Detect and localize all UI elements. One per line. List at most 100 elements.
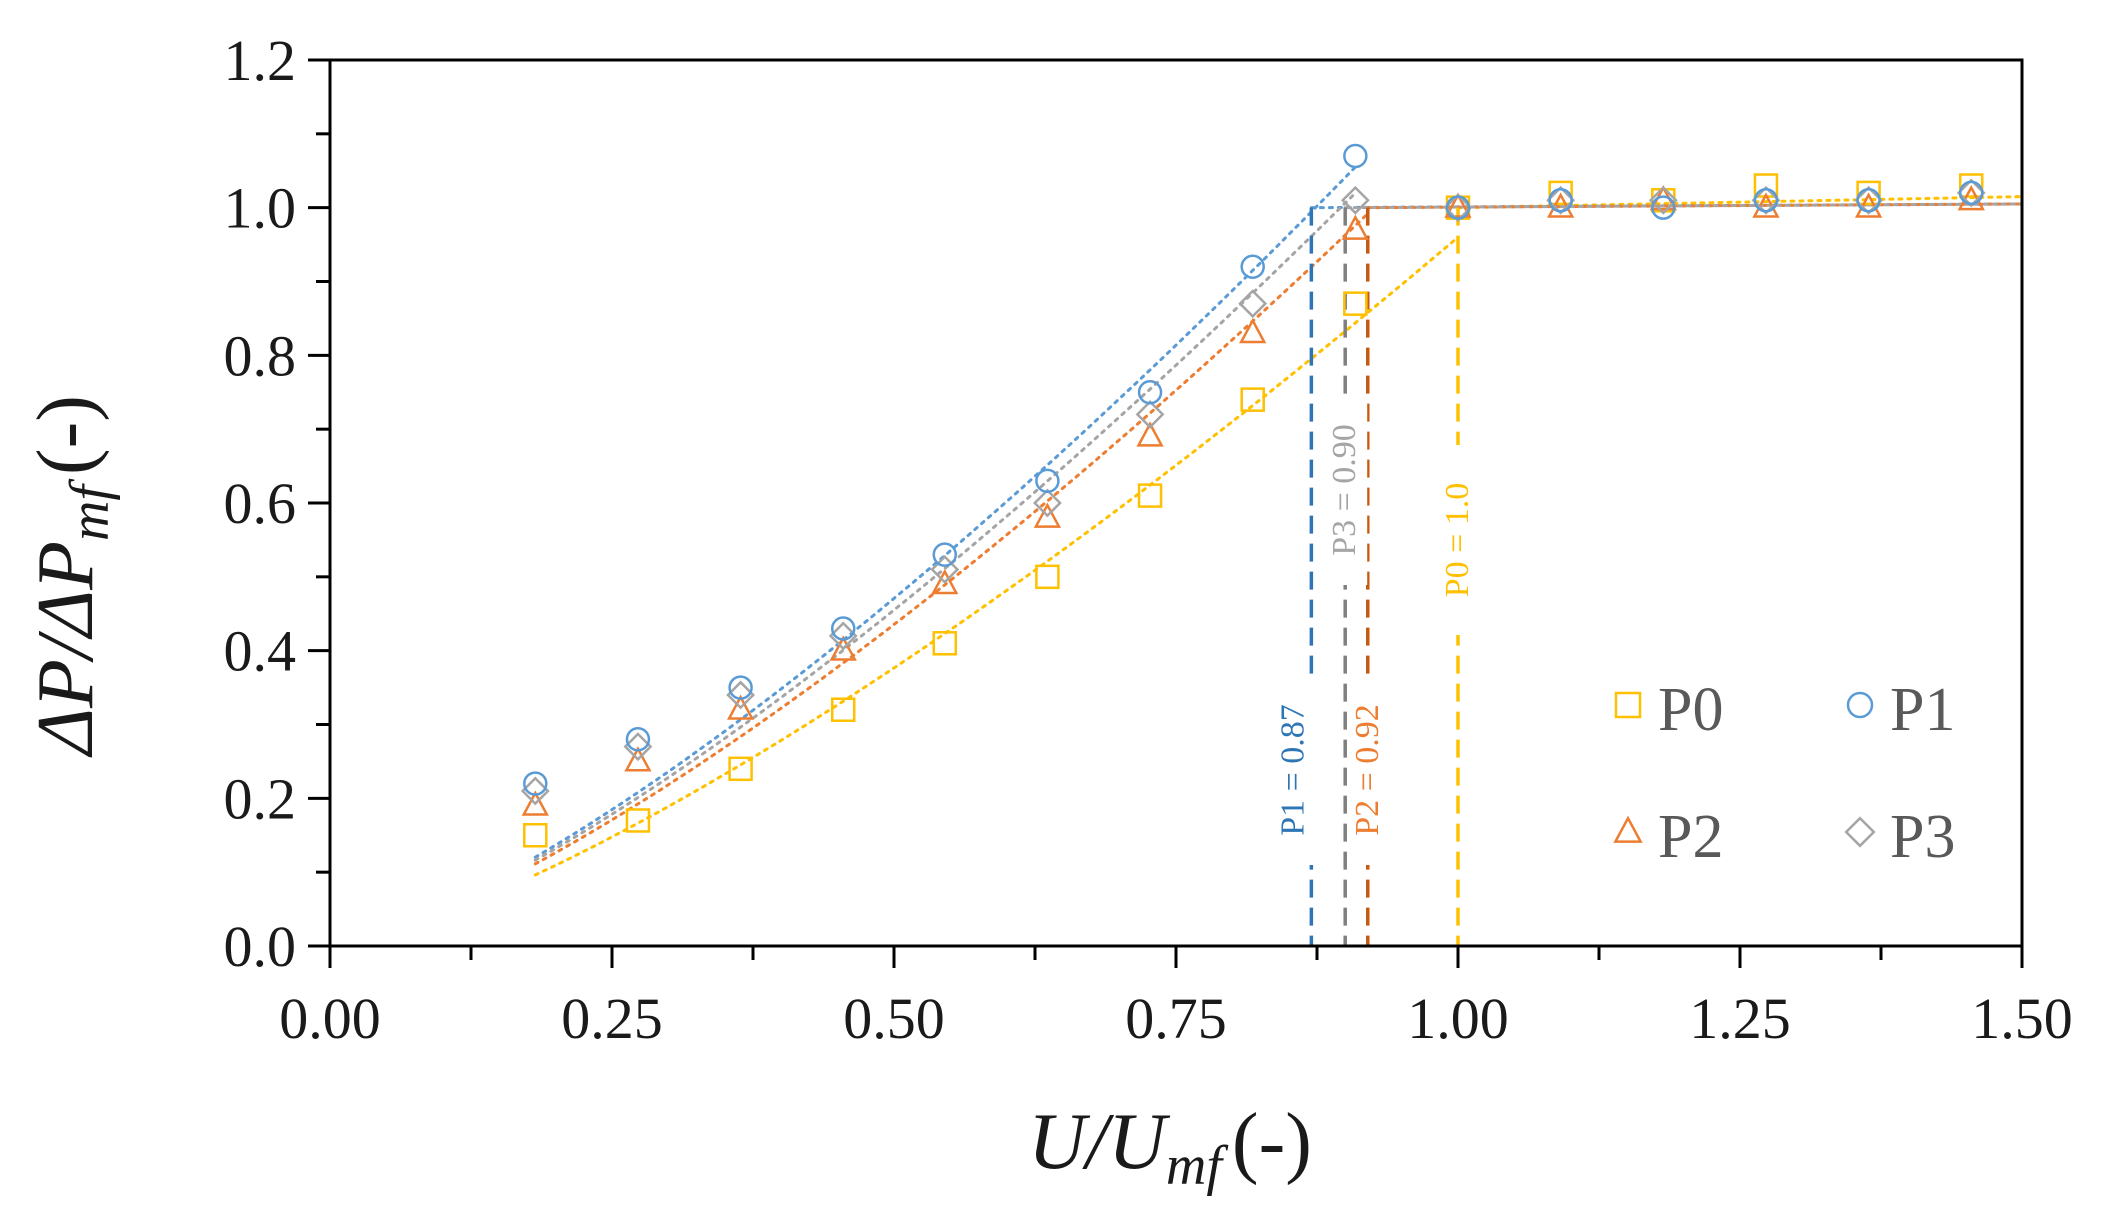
legend-item-p1: P1 (1846, 676, 1955, 744)
point-p0 (1035, 564, 1060, 590)
y-tick-label: 0.6 (224, 471, 297, 536)
point-p2 (521, 790, 549, 816)
point-p1 (1343, 143, 1368, 169)
y-tick-label: 1.2 (224, 28, 297, 93)
point-p0 (830, 697, 856, 722)
point-p1 (1548, 188, 1573, 213)
point-p3 (520, 776, 550, 806)
point-p3 (1751, 185, 1781, 215)
point-p2 (931, 568, 959, 595)
point-p3 (1032, 488, 1062, 518)
legend-item-p2: P2 (1613, 803, 1723, 871)
axis-ticks (308, 58, 2024, 968)
legend: P0 P1 P2 P3 (1613, 676, 1955, 871)
point-p1 (1137, 380, 1163, 405)
legend-label-p3: P3 (1890, 803, 1955, 871)
x-tick-label: 0.50 (843, 986, 945, 1051)
point-p2 (726, 694, 755, 720)
fit-lines (533, 164, 2024, 877)
transition-label-bg-p2 (1355, 675, 1390, 865)
x-axis-title-main: U/U (1028, 1098, 1171, 1186)
x-tick-label: 1.00 (1407, 986, 1509, 1051)
x-axis-title-unit: (-) (1232, 1098, 1312, 1186)
point-p2 (1136, 421, 1164, 447)
y-axis-title-main: ΔP/ΔP (22, 541, 110, 758)
fit-curve-p0 (533, 235, 1460, 877)
legend-marker-p3 (1844, 816, 1876, 848)
tick-labels: 0.00 0.25 0.50 0.75 1.00 1.25 1.50 0.0 0.2 0.4 0.6… (224, 28, 2073, 1051)
point-p0 (625, 808, 651, 833)
y-tick-label: 0.2 (224, 766, 297, 831)
point-p1 (1958, 180, 1984, 206)
y-tick-label: 0.8 (224, 323, 297, 388)
transition-label-p0: P0 = 1.0 (1439, 483, 1476, 598)
fit-curve-p3 (533, 190, 1358, 862)
transition-label-p2: P2 = 0.92 (1349, 704, 1386, 836)
point-p1 (1651, 195, 1676, 220)
point-p0 (932, 631, 958, 656)
transition-lines: P0 = 1.0 P1 = 0.87 P2 = 0.92 P3 = 0.90 (1274, 207, 1480, 946)
point-p1 (1445, 195, 1471, 220)
point-p1 (932, 542, 958, 567)
point-p1 (1035, 468, 1060, 494)
fit-curve-p2 (533, 212, 1370, 866)
y-axis-title: ΔP/ΔPmf(-) (22, 395, 121, 758)
legend-marker-p1 (1846, 691, 1874, 719)
transition-label-p1: P1 = 0.87 (1274, 704, 1311, 836)
y-axis-title-unit: (-) (22, 395, 110, 475)
y-tick-label: 1.0 (224, 176, 297, 241)
point-p0 (1343, 291, 1368, 316)
point-p1 (728, 675, 753, 700)
point-p1 (523, 771, 548, 796)
point-p3 (930, 555, 960, 584)
point-p3 (623, 732, 653, 762)
y-axis-title-sub: mf (59, 478, 121, 541)
x-axis-title-sub: mf (1166, 1135, 1229, 1197)
point-p3 (1546, 185, 1576, 215)
point-p1 (625, 727, 651, 752)
point-p0 (523, 823, 548, 848)
x-tick-label: 1.25 (1689, 986, 1791, 1051)
point-p0 (1856, 180, 1881, 206)
point-p0 (1137, 483, 1163, 508)
point-p2 (1341, 214, 1369, 240)
point-p3 (1854, 185, 1884, 215)
legend-marker-p2 (1613, 815, 1643, 843)
y-tick-label: 0.4 (224, 619, 297, 684)
point-p3 (1135, 399, 1165, 429)
point-p3 (1648, 185, 1678, 215)
point-p3 (828, 621, 858, 651)
legend-label-p2: P2 (1658, 803, 1723, 871)
point-p2 (1033, 502, 1062, 528)
point-p3 (726, 680, 756, 710)
y-tick-label: 0.0 (224, 914, 297, 979)
transition-label-bg-p0 (1446, 445, 1480, 635)
point-p0 (728, 756, 753, 782)
point-p0 (1240, 387, 1265, 412)
transition-label-bg-p1 (1281, 675, 1316, 865)
x-tick-label: 0.25 (561, 986, 663, 1051)
data-points (520, 143, 1986, 848)
point-p3 (1340, 185, 1370, 215)
point-p2 (1239, 317, 1267, 344)
point-p2 (829, 635, 857, 661)
point-p1 (830, 616, 856, 641)
point-p0 (1958, 173, 1984, 198)
point-p2 (1444, 192, 1472, 218)
x-tick-label: 1.50 (1971, 986, 2073, 1051)
point-p3 (1956, 178, 1986, 208)
transition-label-bg-p3 (1333, 395, 1368, 585)
transition-label-p3: P3 = 0.90 (1326, 424, 1363, 556)
point-p1 (1856, 188, 1881, 213)
legend-item-p0: P0 (1614, 676, 1723, 744)
x-tick-label: 0.75 (1125, 986, 1227, 1051)
point-p3 (1238, 289, 1268, 319)
fit-curve-p1 (533, 164, 1358, 859)
point-p1 (1240, 254, 1265, 279)
x-axis-title: U/Umf (-) (1028, 1098, 1312, 1197)
legend-item-p3: P3 (1844, 803, 1955, 871)
x-tick-label: 0.00 (279, 986, 381, 1051)
point-p1 (1753, 188, 1779, 213)
legend-label-p0: P0 (1658, 676, 1723, 744)
